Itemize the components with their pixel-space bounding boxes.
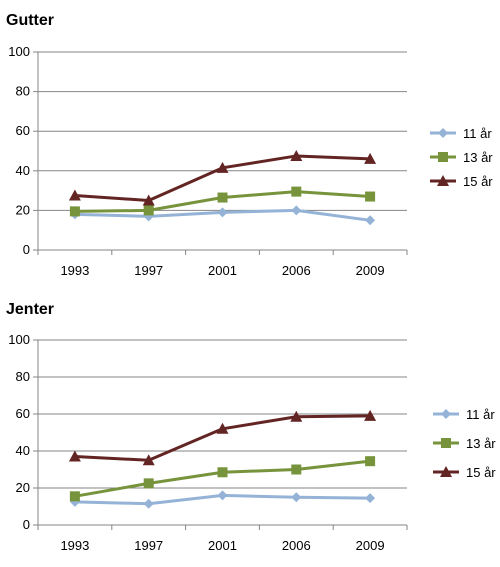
data-point bbox=[291, 205, 302, 216]
x-tick-label: 2006 bbox=[282, 538, 311, 553]
data-point bbox=[142, 194, 155, 206]
chart-gutter: Gutter 0 20 40 60 80 100 1993 1997 2001 2006 2009 1… bbox=[6, 12, 493, 278]
data-point bbox=[216, 422, 229, 434]
data-point bbox=[364, 409, 377, 421]
y-tick-label: 80 bbox=[16, 84, 30, 99]
legend-entry: 15 år bbox=[433, 465, 496, 480]
series-2 bbox=[68, 149, 377, 206]
data-point bbox=[291, 464, 302, 475]
legend-label: 11 år bbox=[463, 126, 492, 141]
data-point bbox=[69, 206, 80, 217]
legend-label: 13 år bbox=[463, 150, 493, 165]
series-0 bbox=[69, 490, 376, 509]
data-point bbox=[365, 456, 376, 467]
legend-marker bbox=[437, 175, 449, 186]
legend-marker bbox=[438, 152, 448, 162]
data-point bbox=[143, 478, 154, 489]
legend-label: 15 år bbox=[463, 174, 493, 189]
legend-entry: 15 år bbox=[430, 174, 493, 189]
series-1 bbox=[69, 186, 376, 217]
data-point bbox=[142, 454, 155, 466]
data-point bbox=[291, 186, 302, 197]
y-tick-label: 60 bbox=[16, 406, 30, 421]
x-tick-label: 2009 bbox=[356, 263, 385, 278]
x-tick-label: 1993 bbox=[60, 263, 89, 278]
data-point bbox=[68, 189, 81, 201]
legend-entry: 13 år bbox=[430, 150, 493, 165]
x-tick-label: 1997 bbox=[134, 263, 163, 278]
data-point bbox=[217, 490, 228, 501]
data-point bbox=[217, 192, 228, 203]
series-2 bbox=[68, 409, 377, 466]
chart-svg: 0 20 40 60 80 100 1993 1997 2001 2006 2009 11 år 13 … bbox=[8, 332, 496, 553]
chart-svg: 0 20 40 60 80 100 1993 1997 2001 2006 2009 11 år 13 … bbox=[8, 44, 493, 278]
x-tick-label: 1993 bbox=[60, 538, 89, 553]
y-tick-label: 20 bbox=[16, 202, 30, 217]
data-point bbox=[68, 450, 81, 462]
x-tick-label: 2009 bbox=[356, 538, 385, 553]
chart-jenter: Jenter 0 20 40 60 80 100 1993 1997 2001 2006 2009 1… bbox=[0, 285, 500, 567]
y-tick-label: 100 bbox=[8, 332, 30, 347]
y-tick-label: 100 bbox=[8, 44, 30, 59]
x-tick-label: 2001 bbox=[208, 538, 237, 553]
legend-entry: 11 år bbox=[433, 407, 495, 422]
data-point bbox=[217, 207, 228, 218]
data-point bbox=[364, 152, 377, 164]
legend-entry: 13 år bbox=[433, 436, 496, 451]
data-point bbox=[365, 191, 376, 202]
data-point bbox=[69, 491, 80, 502]
legend-marker bbox=[441, 438, 451, 448]
x-tick-label: 2006 bbox=[282, 263, 311, 278]
legend-marker bbox=[440, 466, 452, 477]
y-tick-label: 80 bbox=[16, 369, 30, 384]
y-tick-label: 40 bbox=[16, 443, 30, 458]
data-point bbox=[216, 161, 229, 173]
chart-title: Jenter bbox=[6, 301, 55, 318]
legend-label: 13 år bbox=[466, 436, 496, 451]
data-point bbox=[143, 205, 154, 216]
series-1 bbox=[69, 456, 376, 502]
series-line bbox=[74, 414, 371, 462]
data-point bbox=[143, 498, 154, 509]
data-point bbox=[365, 493, 376, 504]
series-0 bbox=[69, 205, 376, 226]
legend-marker bbox=[441, 409, 451, 419]
data-point bbox=[290, 149, 303, 161]
y-tick-label: 0 bbox=[23, 517, 30, 532]
legend-entry: 11 år bbox=[430, 126, 492, 141]
data-point bbox=[365, 215, 376, 226]
legend-label: 11 år bbox=[466, 407, 495, 422]
y-tick-label: 60 bbox=[16, 123, 30, 138]
data-point bbox=[291, 492, 302, 503]
x-tick-label: 2001 bbox=[208, 263, 237, 278]
legend-marker bbox=[438, 128, 448, 138]
y-tick-label: 0 bbox=[23, 242, 30, 257]
data-point bbox=[290, 410, 303, 422]
chart-title: Gutter bbox=[6, 12, 54, 29]
y-tick-label: 40 bbox=[16, 163, 30, 178]
x-tick-label: 1997 bbox=[134, 538, 163, 553]
y-tick-label: 20 bbox=[16, 480, 30, 495]
data-point bbox=[217, 467, 228, 478]
legend-label: 15 år bbox=[466, 465, 496, 480]
